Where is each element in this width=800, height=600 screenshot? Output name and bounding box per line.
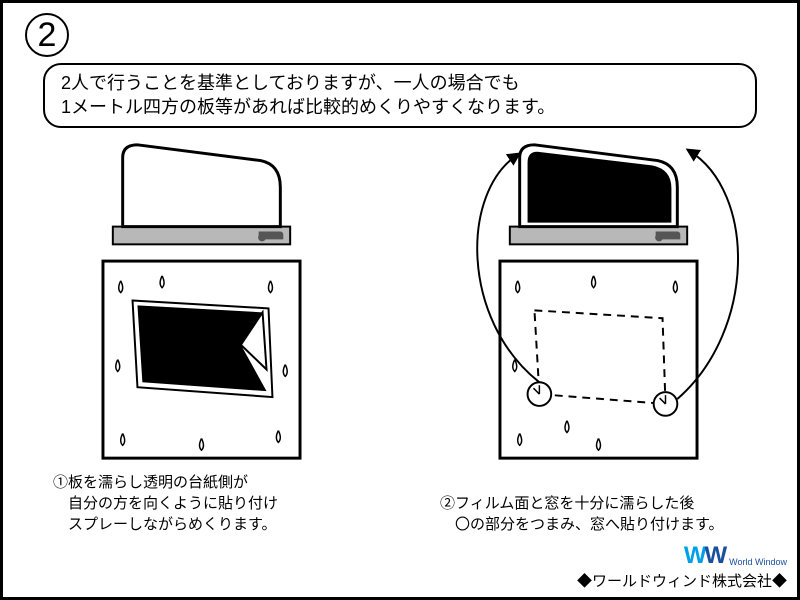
instruction-panels: ①板を濡らし透明の台紙側が 自分の方を向くように貼り付け スプレーしながらめくり… [3, 133, 797, 535]
panel-1-caption: ①板を濡らし透明の台紙側が 自分の方を向くように貼り付け スプレーしながらめくり… [3, 472, 400, 535]
panel-step-1: ①板を濡らし透明の台紙側が 自分の方を向くように貼り付け スプレーしながらめくり… [3, 133, 400, 535]
logo-letter-1: W [684, 542, 705, 570]
footer: W W World Window ◆ワールドウィンド株式会社◆ [577, 542, 787, 591]
tip-callout: 2人で行うことを基準としておりますが、一人の場合でも 1メートル四方の板等があれ… [43, 63, 757, 128]
company-name: ◆ワールドウィンド株式会社◆ [577, 570, 787, 591]
panel-step-2: ②フィルム面と窓を十分に濡らした後 〇の部分をつまみ、窓へ貼り付けます。 [400, 133, 797, 535]
panel-2-caption: ②フィルム面と窓を十分に濡らした後 〇の部分をつまみ、窓へ貼り付けます。 [400, 493, 797, 535]
logo-letter-2: W [704, 542, 725, 570]
tip-line-2: 1メートル四方の板等があれば比較的めくりやすくなります。 [61, 95, 739, 119]
car-window-icon [113, 145, 290, 245]
tip-line-1: 2人で行うことを基準としておりますが、一人の場合でも [61, 71, 739, 95]
logo-subtext: World Window [729, 557, 787, 567]
car-window-filmed-icon [510, 145, 687, 245]
board-icon [500, 261, 697, 458]
step-number-badge: 2 [25, 13, 69, 57]
film-peeling-icon [133, 301, 273, 398]
panel-2-illustration [400, 133, 797, 535]
brand-logo: W W World Window [577, 542, 787, 570]
